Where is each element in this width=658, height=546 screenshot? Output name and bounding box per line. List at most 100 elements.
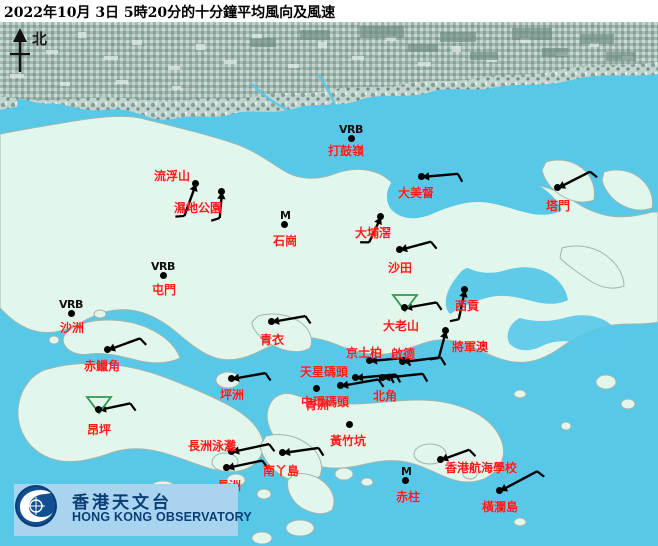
station-label: 長洲泳灘 bbox=[188, 439, 237, 453]
wind-barb bbox=[499, 470, 545, 493]
hko-swirl-logo-icon bbox=[15, 485, 57, 527]
station-dot[interactable] bbox=[347, 422, 352, 427]
station-dot[interactable] bbox=[229, 449, 234, 454]
station-dot[interactable] bbox=[105, 347, 110, 352]
wind-barb-feather bbox=[139, 337, 148, 346]
wind-barb bbox=[382, 372, 429, 383]
wind-barb-arrowhead bbox=[400, 244, 408, 253]
variable-wind-flag: VRB bbox=[339, 123, 363, 136]
wind-barb bbox=[175, 183, 198, 218]
wind-barb bbox=[231, 442, 276, 455]
wind-barb-feather bbox=[268, 443, 276, 453]
station-dot[interactable] bbox=[314, 386, 319, 391]
wind-barb-feather bbox=[377, 378, 385, 388]
wind-barb-arrowhead bbox=[441, 453, 450, 462]
station-label: 大埔滘 bbox=[355, 226, 392, 240]
missing-data-flag: M bbox=[401, 465, 412, 478]
page-title: 2022年10月 3日 5時20分的十分鐘平均風向及風速 bbox=[4, 5, 336, 21]
wind-barb bbox=[340, 378, 385, 389]
wind-barb-arrowhead bbox=[383, 373, 391, 382]
station-label: 啟德 bbox=[391, 347, 416, 361]
station-dot[interactable] bbox=[378, 214, 383, 219]
wind-barb-feather bbox=[439, 356, 447, 366]
station-label: 塔門 bbox=[546, 199, 571, 213]
wind-barb-arrowhead bbox=[108, 343, 117, 352]
station-dot[interactable] bbox=[462, 287, 467, 292]
wind-barb-arrowhead bbox=[283, 447, 291, 457]
wind-barb bbox=[282, 446, 325, 457]
wind-barb bbox=[231, 371, 272, 382]
wind-barb-feather bbox=[449, 318, 459, 323]
station-dot[interactable] bbox=[193, 181, 198, 186]
station-dot[interactable] bbox=[380, 375, 385, 380]
wind-barb bbox=[557, 170, 598, 190]
tsing-yi-island bbox=[251, 313, 313, 353]
station-label: 大美督 bbox=[398, 186, 435, 200]
station-dot[interactable] bbox=[282, 222, 287, 227]
wind-barb-arrowhead bbox=[341, 380, 349, 389]
station-dot[interactable] bbox=[367, 358, 372, 363]
wind-barb-arrowhead bbox=[232, 446, 240, 455]
wind-barb bbox=[226, 459, 269, 471]
station-dot[interactable] bbox=[269, 319, 274, 324]
hko-logo: 香港天文台 HONG KONG OBSERVATORY bbox=[14, 484, 252, 536]
station-dot[interactable] bbox=[96, 407, 101, 412]
missing-data-flag: M bbox=[280, 209, 291, 222]
wind-barb-arrowhead bbox=[272, 316, 280, 325]
north-arrow: 北 bbox=[6, 26, 60, 78]
port-shelter bbox=[445, 267, 568, 314]
wind-barb-layer bbox=[98, 170, 598, 493]
station-label: 打鼓嶺 bbox=[328, 144, 365, 158]
wind-barb-feather bbox=[536, 470, 545, 478]
wind-barb-feather bbox=[430, 241, 438, 250]
station-label: 石崗 bbox=[273, 234, 298, 248]
station-dot[interactable] bbox=[397, 247, 402, 252]
tolo-harbour bbox=[386, 177, 562, 219]
wind-barb-arrowhead bbox=[374, 217, 382, 226]
station-label: 大老山 bbox=[383, 319, 420, 333]
map-canvas: 北 VRB 打鼓嶺 流浮山 濕地公園 M 石崗 VRB 屯門 VRB 沙洲 赤鱲角 昂坪 坪洲 長洲泳灘… bbox=[0, 22, 658, 546]
station-dot[interactable] bbox=[443, 328, 448, 333]
station-dot[interactable] bbox=[400, 359, 405, 364]
station-label: 流浮山 bbox=[154, 169, 191, 183]
station-label: 沙田 bbox=[388, 261, 413, 275]
station-dot[interactable] bbox=[161, 273, 166, 278]
tap-mun-island-b bbox=[601, 169, 653, 211]
wind-barb-arrowhead bbox=[232, 373, 240, 382]
station-dot[interactable] bbox=[403, 478, 408, 483]
title-bar: 2022年10月 3日 5時20分的十分鐘平均風向及風速 bbox=[0, 0, 658, 22]
station-dot[interactable] bbox=[353, 375, 358, 380]
wind-barb-feather bbox=[210, 216, 221, 222]
wind-barb-arrowhead bbox=[356, 373, 364, 382]
chek-lap-kok-airport bbox=[62, 319, 181, 364]
variable-wind-flag: VRB bbox=[151, 260, 175, 273]
station-dot[interactable] bbox=[419, 174, 424, 179]
station-dot[interactable] bbox=[229, 376, 234, 381]
station-label: 南丫島 bbox=[263, 464, 300, 478]
station-dot[interactable] bbox=[438, 457, 443, 462]
wind-barb-arrowhead bbox=[422, 172, 430, 181]
station-label: 赤柱 bbox=[396, 490, 421, 504]
station-dot[interactable] bbox=[497, 488, 502, 493]
station-dot[interactable] bbox=[280, 450, 285, 455]
sai-kung-island-a bbox=[559, 245, 625, 289]
wind-barb bbox=[107, 337, 148, 352]
station-label: 坪洲 bbox=[220, 388, 245, 402]
station-dot[interactable] bbox=[338, 383, 343, 388]
station-dot[interactable] bbox=[349, 136, 354, 141]
mainland-landmass bbox=[0, 22, 658, 120]
station-dot[interactable] bbox=[219, 189, 224, 194]
station-dot[interactable] bbox=[224, 465, 229, 470]
wind-barb-feather bbox=[421, 373, 429, 383]
wind-barb-feather bbox=[468, 448, 477, 457]
station-dot[interactable] bbox=[402, 305, 407, 310]
station-label: 將軍澳 bbox=[452, 340, 489, 354]
station-dot[interactable] bbox=[69, 311, 74, 316]
wind-barb bbox=[449, 289, 468, 323]
wind-barb-feather bbox=[175, 214, 185, 218]
wind-barb-feather bbox=[304, 315, 312, 325]
station-label: 沙洲 bbox=[60, 321, 85, 335]
station-dot[interactable] bbox=[555, 185, 560, 190]
wind-barb bbox=[210, 191, 226, 222]
clearwater-bay-water bbox=[507, 315, 622, 351]
